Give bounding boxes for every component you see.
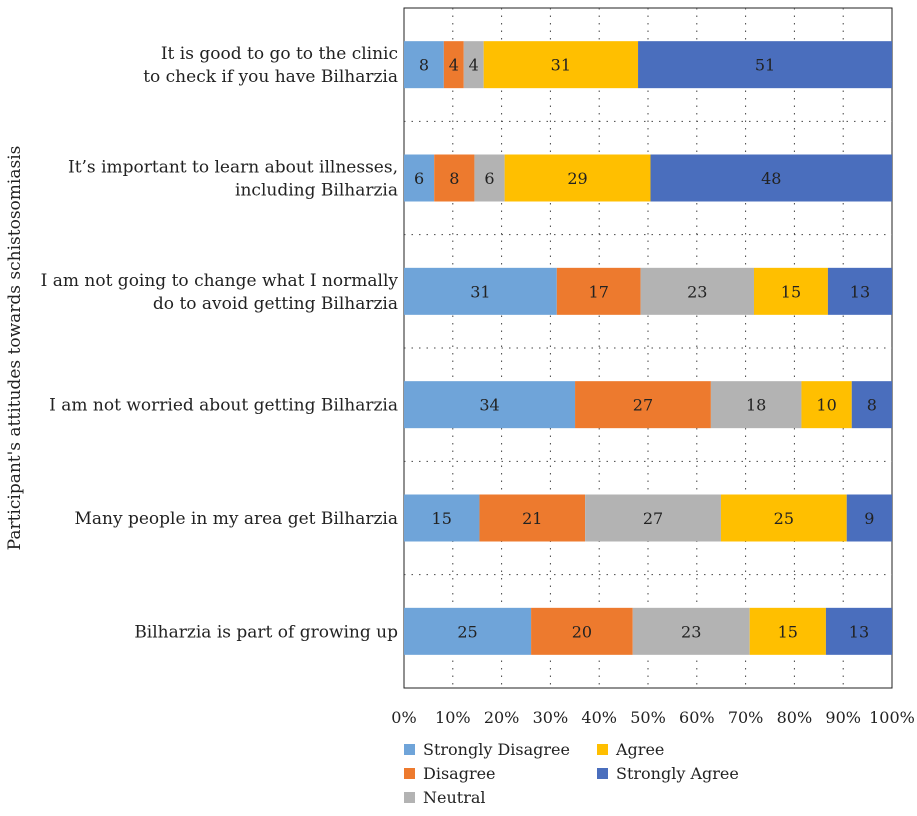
legend-label: Agree <box>615 740 664 759</box>
data-label: 6 <box>484 169 494 188</box>
bar-segment <box>825 607 892 655</box>
bar-segment <box>827 267 892 315</box>
data-label: 34 <box>479 396 499 415</box>
data-label: 4 <box>469 56 479 75</box>
data-label: 25 <box>457 622 477 641</box>
bar-segment <box>404 494 480 542</box>
data-label: 15 <box>432 509 452 528</box>
bar-layer: 8 4 4 31 51 6 8 6 29 48 31 17 23 15 13 34 27 18 10 8 15 21 27 2… <box>404 41 892 655</box>
x-tick-label: 20% <box>484 708 520 727</box>
data-label: 8 <box>867 396 877 415</box>
bar-segment <box>585 494 721 542</box>
bar-segment <box>640 267 754 315</box>
data-label: 18 <box>746 396 766 415</box>
data-label: 13 <box>850 282 870 301</box>
bar-segment <box>720 494 847 542</box>
data-label: 27 <box>643 509 663 528</box>
data-label: 48 <box>761 169 781 188</box>
x-tick-label: 80% <box>777 708 813 727</box>
legend-layer: Strongly Disagree Disagree Neutral Agree Str… <box>404 740 739 807</box>
bar-segment <box>632 607 750 655</box>
axis-layer: It is good to go to the clinic to check i… <box>5 44 915 727</box>
x-tick-label: 0% <box>391 708 416 727</box>
bar-segment <box>749 607 826 655</box>
data-label: 10 <box>816 396 836 415</box>
data-label: 21 <box>522 509 542 528</box>
data-label: 23 <box>687 282 707 301</box>
data-label: 8 <box>449 169 459 188</box>
y-axis-title: Participant's attitudes towards schistos… <box>5 146 25 551</box>
x-tick-label: 30% <box>533 708 569 727</box>
data-label: 15 <box>781 282 801 301</box>
x-tick-label: 90% <box>825 708 861 727</box>
legend-swatch <box>404 768 415 779</box>
x-tick-label: 100% <box>869 708 915 727</box>
legend-swatch <box>597 768 608 779</box>
data-label: 29 <box>567 169 587 188</box>
x-tick-label: 40% <box>581 708 617 727</box>
bar-segment <box>474 154 505 202</box>
data-label: 51 <box>755 56 775 75</box>
data-label: 17 <box>589 282 609 301</box>
bar-segment <box>463 41 484 89</box>
category-label: including Bilharzia <box>235 181 398 201</box>
data-label: 20 <box>572 622 592 641</box>
data-label: 6 <box>414 169 424 188</box>
bar-segment <box>404 41 444 89</box>
bar-segment <box>575 381 711 429</box>
bar-segment <box>801 381 852 429</box>
data-label: 8 <box>419 56 429 75</box>
data-label: 31 <box>470 282 490 301</box>
data-label: 23 <box>681 622 701 641</box>
category-label: I am not going to change what I normally <box>41 271 399 291</box>
category-label: Bilharzia is part of growing up <box>134 622 398 642</box>
data-label: 27 <box>633 396 653 415</box>
x-tick-label: 50% <box>630 708 666 727</box>
bar-segment <box>851 381 892 429</box>
data-label: 9 <box>864 509 874 528</box>
bar-segment <box>556 267 641 315</box>
legend-label: Strongly Disagree <box>423 740 570 759</box>
bar-segment <box>531 607 633 655</box>
data-label: 25 <box>774 509 794 528</box>
legend-swatch <box>597 744 608 755</box>
x-tick-label: 70% <box>728 708 764 727</box>
bar-segment <box>846 494 892 542</box>
legend-label: Strongly Agree <box>616 764 739 783</box>
bar-segment <box>404 154 435 202</box>
grid-layer <box>403 7 893 689</box>
bar-segment <box>479 494 586 542</box>
bar-segment <box>434 154 475 202</box>
bar-segment <box>443 41 464 89</box>
bar-segment <box>404 607 532 655</box>
data-label: 4 <box>449 56 459 75</box>
bar-segment <box>710 381 802 429</box>
bar-segment <box>504 154 651 202</box>
legend-swatch <box>404 792 415 803</box>
legend-swatch <box>404 744 415 755</box>
bar-segment <box>638 41 892 89</box>
data-label: 13 <box>849 622 869 641</box>
category-label: It is good to go to the clinic <box>161 44 398 64</box>
x-tick-label: 10% <box>435 708 471 727</box>
category-label: do to avoid getting Bilharzia <box>153 294 398 314</box>
data-label: 31 <box>551 56 571 75</box>
bar-segment <box>404 381 576 429</box>
category-label: I am not worried about getting Bilharzia <box>49 396 398 416</box>
category-label: Many people in my area get Bilharzia <box>74 509 398 529</box>
legend-label: Disagree <box>423 764 496 783</box>
bar-segment <box>483 41 639 89</box>
bar-segment <box>650 154 892 202</box>
x-tick-label: 60% <box>679 708 715 727</box>
bar-segment <box>753 267 828 315</box>
category-label: to check if you have Bilharzia <box>143 67 398 87</box>
bar-segment <box>404 267 557 315</box>
category-label: It’s important to learn about illnesses, <box>68 158 398 178</box>
legend-label: Neutral <box>423 788 486 807</box>
data-label: 15 <box>778 622 798 641</box>
